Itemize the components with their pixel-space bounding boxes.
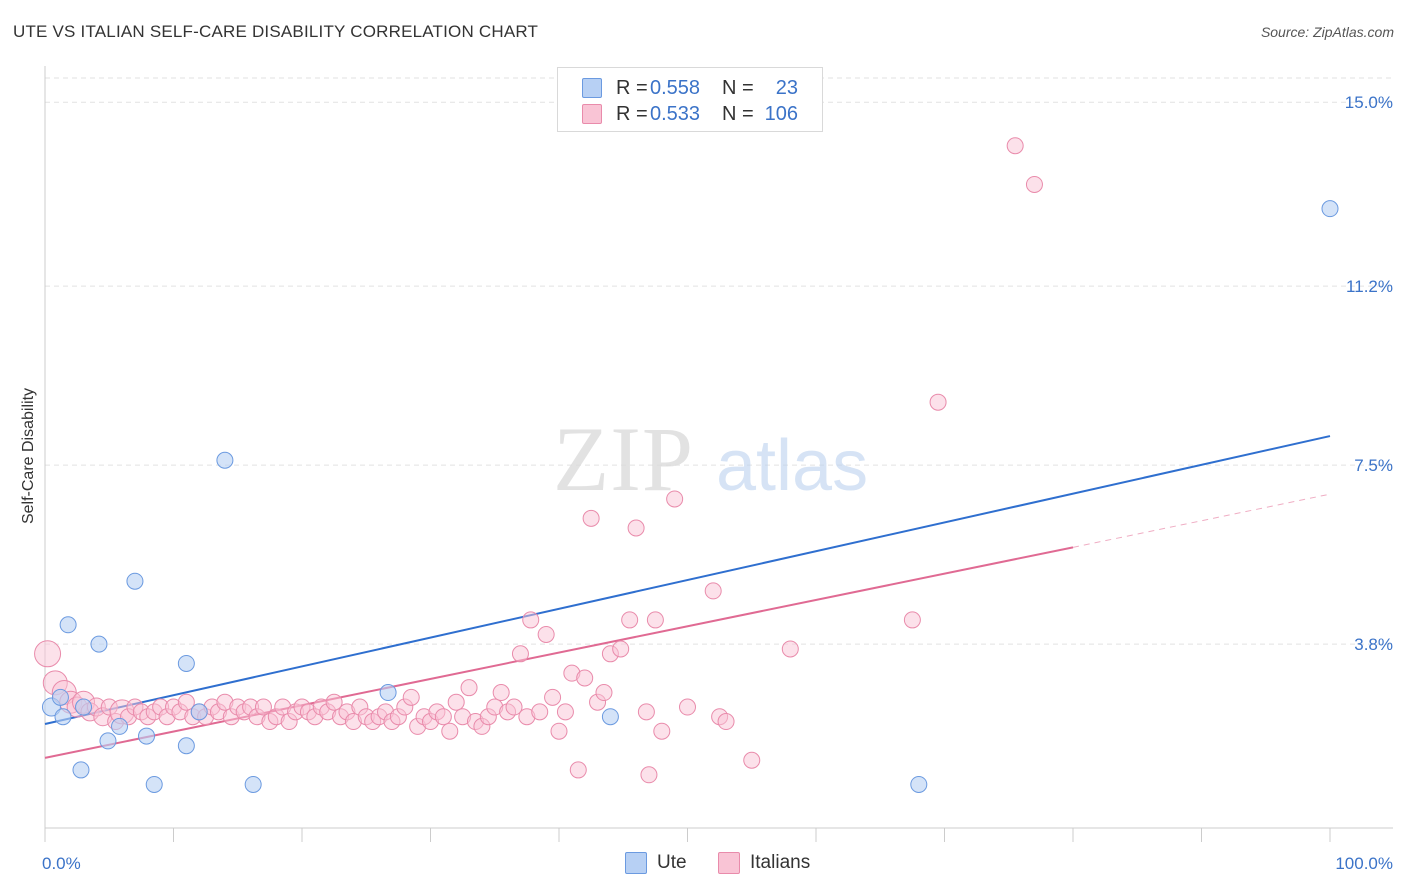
ute-point [145, 775, 163, 793]
axes [44, 66, 1393, 842]
ute-point [99, 732, 117, 750]
ute-point [111, 717, 129, 735]
legend-row-italians: R = 0.533 N = 106 [582, 102, 798, 126]
y-tick-label: 7.5% [1354, 456, 1393, 475]
italians-point [544, 688, 562, 706]
italians-point [666, 490, 684, 508]
legend-swatch-ute [582, 78, 602, 98]
italians-point [254, 698, 272, 716]
italians-point [640, 766, 658, 784]
ute-point [244, 775, 262, 793]
ute-point [72, 761, 90, 779]
legend: R = 0.558 N = 23 R = 0.533 N = 106 [557, 67, 823, 132]
italians-trend-extension [1072, 493, 1331, 548]
italians-point [325, 693, 343, 711]
bottom-legend-label-ute: Ute [657, 852, 687, 873]
ute-trend-line [44, 435, 1331, 725]
watermark-atlas: atlas [716, 426, 868, 506]
italians-point [556, 703, 574, 721]
legend-n-value: 23 [775, 76, 798, 99]
italians-point [679, 698, 696, 716]
italians-point [511, 645, 529, 663]
italians-point [460, 679, 478, 697]
ute-point [90, 635, 108, 653]
italians-point [646, 611, 664, 629]
ute-point [59, 616, 77, 634]
trend-lines [44, 435, 1331, 759]
legend-n-value: 106 [764, 102, 798, 125]
italians-point [177, 693, 195, 711]
y-axis-label: Self-Care Disability [20, 387, 37, 525]
italians-point [522, 611, 540, 629]
italians-point [576, 669, 594, 687]
ute-point [75, 698, 93, 716]
x-tick-label: 0.0% [42, 854, 81, 873]
italians-point [34, 640, 62, 668]
italians-point [653, 722, 671, 740]
ute-point [126, 572, 144, 590]
source-label: Source: ZipAtlas.com [1260, 24, 1394, 40]
ute-point [601, 708, 619, 726]
ute-point [910, 775, 928, 793]
italians-point [929, 393, 947, 411]
italians-point [505, 698, 523, 716]
italians-point [704, 582, 722, 600]
bottom-legend-ute: Ute [625, 852, 687, 874]
x-tick-label: 100.0% [1335, 854, 1393, 873]
italians-point [903, 611, 921, 629]
grid-lines [45, 77, 1393, 645]
data-points [34, 137, 1339, 793]
bottom-legend-label-italians: Italians [750, 852, 811, 873]
bottom-legend: Ute Italians [0, 852, 1406, 876]
italians-point [781, 640, 799, 658]
legend-n-label: N = [722, 76, 754, 99]
legend-row-ute: R = 0.558 N = 23 [582, 76, 798, 100]
ute-point [216, 451, 234, 469]
italians-point [717, 713, 735, 731]
legend-r-label: R = [616, 76, 648, 99]
italians-point [637, 703, 655, 721]
ute-point [379, 684, 397, 702]
legend-r-value: 0.533 [650, 102, 701, 125]
ute-point [177, 737, 195, 755]
italians-point [743, 751, 761, 769]
y-tick-label: 15.0% [1345, 93, 1393, 112]
legend-r-label: R = [616, 102, 648, 125]
italians-point [434, 708, 452, 726]
bottom-legend-swatch-ute [625, 852, 647, 874]
italians-point [612, 640, 630, 658]
ute-point [1321, 200, 1339, 218]
italians-trend-line [44, 546, 1074, 759]
ute-point [177, 654, 195, 672]
y-tick-label: 3.8% [1354, 635, 1393, 654]
italians-point [1025, 175, 1043, 193]
bottom-legend-swatch-italians [718, 852, 740, 874]
y-tick-label: 11.2% [1346, 277, 1393, 296]
italians-point [447, 693, 465, 711]
legend-r-value: 0.558 [650, 76, 701, 99]
watermark: ZIP atlas [553, 408, 868, 510]
bottom-legend-italians: Italians [718, 852, 810, 874]
italians-point [441, 722, 459, 740]
italians-point [537, 625, 555, 643]
italians-point [550, 722, 568, 740]
italians-point [1006, 137, 1024, 155]
chart-title: UTE VS ITALIAN SELF-CARE DISABILITY CORR… [13, 22, 539, 41]
ute-point [51, 688, 69, 706]
italians-point [402, 688, 420, 706]
italians-point [569, 761, 587, 779]
tick-labels: 3.8% 7.5% 11.2% 15.0% 0.0% 100.0% [42, 93, 1393, 873]
italians-point [531, 703, 549, 721]
italians-point [627, 519, 645, 537]
ute-point [190, 703, 208, 721]
italians-point [492, 684, 510, 702]
ute-point [54, 708, 72, 726]
legend-swatch-italians [582, 104, 602, 124]
italians-point [582, 509, 600, 527]
italians-point [595, 684, 613, 702]
legend-n-label: N = [722, 102, 754, 125]
italians-point [621, 611, 639, 629]
ute-point [138, 727, 156, 745]
